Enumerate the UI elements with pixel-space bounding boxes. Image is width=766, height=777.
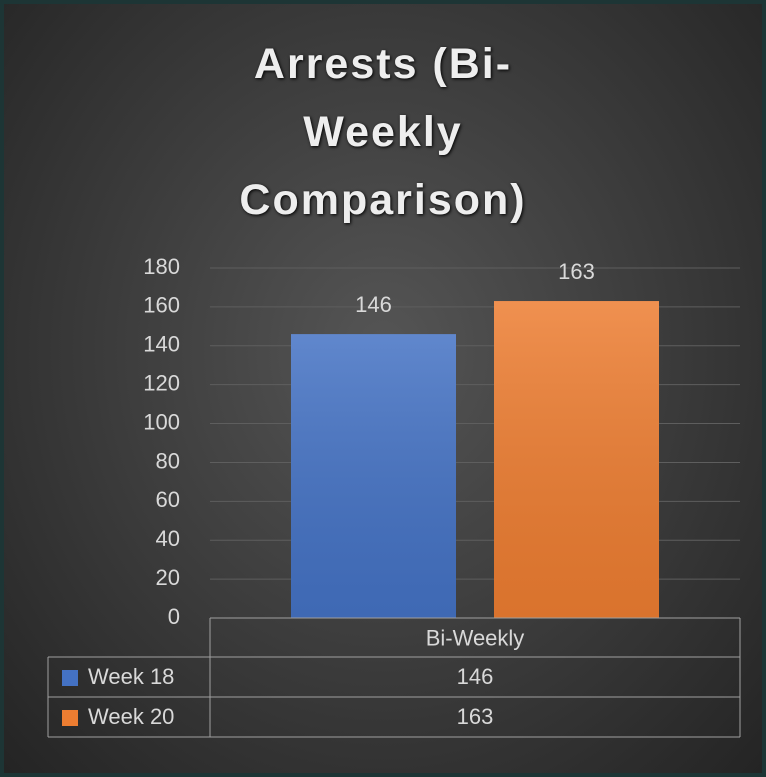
- table-value: 146: [457, 664, 494, 689]
- y-tick-label: 120: [143, 370, 180, 395]
- chart-title: Arrests (Bi-Weekly Comparison): [239, 40, 527, 224]
- title-box: Arrests (Bi-Weekly Comparison): [0, 30, 766, 234]
- y-tick-label: 100: [143, 409, 180, 434]
- bar: [494, 301, 659, 618]
- y-tick-label: 180: [143, 254, 180, 279]
- y-tick-label: 40: [156, 526, 180, 551]
- data-label: 146: [355, 292, 392, 317]
- y-tick-label: 80: [156, 448, 180, 473]
- x-tick-label: Bi-Weekly: [426, 625, 525, 650]
- data-label: 163: [558, 259, 595, 284]
- legend-key: [62, 710, 78, 726]
- y-tick-label: 140: [143, 332, 180, 357]
- legend-key: [62, 670, 78, 686]
- legend-label: Week 20: [88, 704, 174, 729]
- y-tick-label: 0: [168, 604, 180, 629]
- bar: [291, 334, 456, 618]
- table-value: 163: [457, 704, 494, 729]
- legend-label: Week 18: [88, 664, 174, 689]
- y-tick-label: 20: [156, 565, 180, 590]
- y-tick-label: 60: [156, 487, 180, 512]
- y-tick-label: 160: [143, 293, 180, 318]
